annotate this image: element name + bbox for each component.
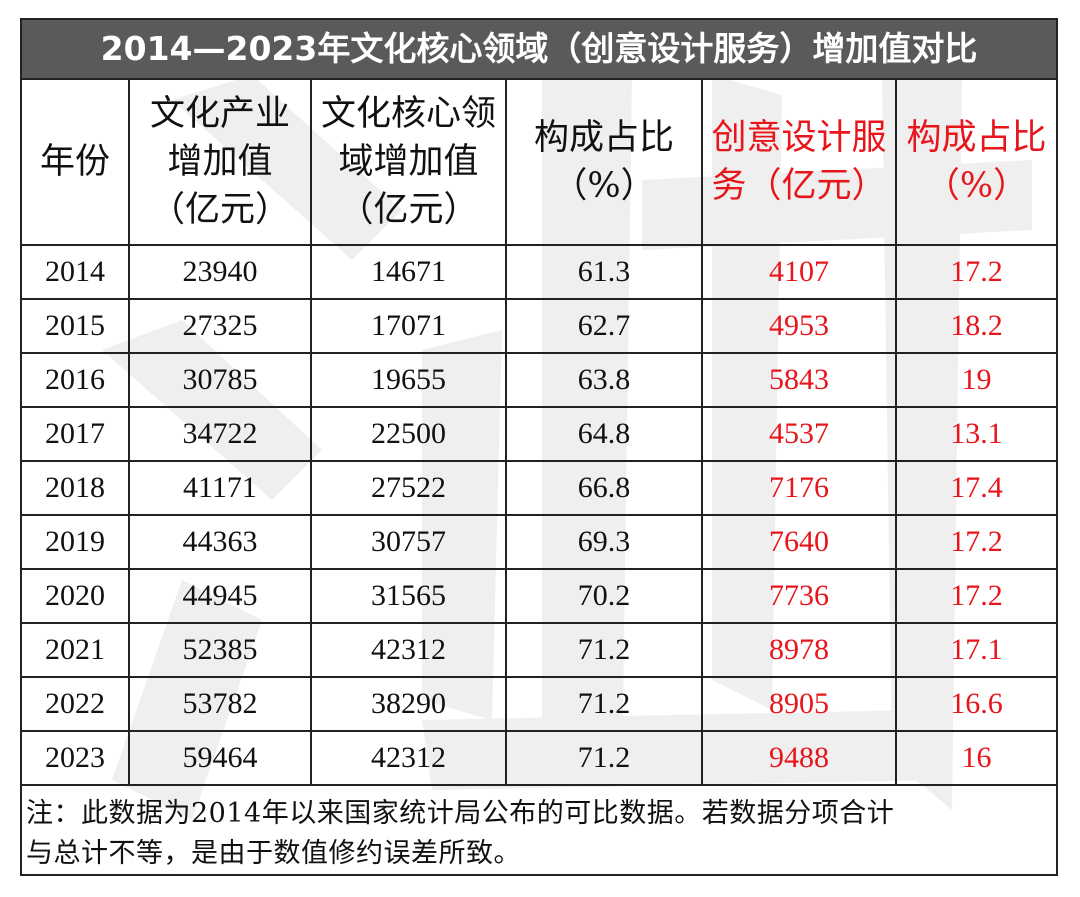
cell-year: 2017 <box>22 406 130 462</box>
cell-core-value: 19655 <box>310 352 507 408</box>
cell-year: 2014 <box>22 244 130 300</box>
cell-culture-value: 30785 <box>128 352 312 408</box>
cell-design-share: 16 <box>895 730 1056 786</box>
table-row: 2019 44363 30757 69.3 7640 17.2 <box>22 514 1056 570</box>
cell-core-share: 64.8 <box>505 406 703 462</box>
cell-culture-value: 23940 <box>128 244 312 300</box>
cell-year: 2019 <box>22 514 130 570</box>
cell-core-share: 69.3 <box>505 514 703 570</box>
footnote-line: 注：此数据为2014年以来国家统计局公布的可比数据。若数据分项合计 <box>26 798 895 829</box>
header-line: （%） <box>552 166 656 206</box>
cell-design-value: 8905 <box>701 676 897 732</box>
header-line: 创意设计服 <box>711 118 887 158</box>
cell-culture-value: 44363 <box>128 514 312 570</box>
table-row: 2020 44945 31565 70.2 7736 17.2 <box>22 568 1056 624</box>
header-line: 务（亿元） <box>711 166 887 206</box>
header-row: 年份 文化产业 增加值 （亿元） 文化核心领 域增加值 （亿元） 构成占比 （%… <box>22 80 1056 246</box>
header-line: 构成占比 <box>533 118 674 158</box>
header-line: 域增加值 <box>338 142 479 182</box>
cell-design-share: 17.2 <box>895 568 1056 624</box>
cell-year: 2016 <box>22 352 130 408</box>
cell-year: 2020 <box>22 568 130 624</box>
cell-year: 2021 <box>22 622 130 678</box>
cell-design-share: 18.2 <box>895 298 1056 354</box>
cell-year: 2023 <box>22 730 130 786</box>
cell-design-share: 17.1 <box>895 622 1056 678</box>
cell-culture-value: 41171 <box>128 460 312 516</box>
cell-core-value: 17071 <box>310 298 507 354</box>
footnote-line: 与总计不等，是由于数值修约误差所致。 <box>26 838 521 869</box>
table-row: 2015 27325 17071 62.7 4953 18.2 <box>22 298 1056 354</box>
cell-core-value: 27522 <box>310 460 507 516</box>
cell-culture-value: 44945 <box>128 568 312 624</box>
header-core-domain: 文化核心领 域增加值 （亿元） <box>310 80 507 246</box>
cell-design-value: 4537 <box>701 406 897 462</box>
cell-design-value: 7736 <box>701 568 897 624</box>
cell-core-value: 22500 <box>310 406 507 462</box>
cell-core-value: 31565 <box>310 568 507 624</box>
cell-design-value: 7176 <box>701 460 897 516</box>
cell-design-share: 13.1 <box>895 406 1056 462</box>
header-line: （%） <box>924 166 1029 206</box>
table-row: 2016 30785 19655 63.8 5843 19 <box>22 352 1056 408</box>
cell-core-share: 71.2 <box>505 622 703 678</box>
table-title: 2014—2023年文化核心领域（创意设计服务）增加值对比 <box>22 20 1056 80</box>
cell-core-value: 42312 <box>310 622 507 678</box>
cell-core-share: 66.8 <box>505 460 703 516</box>
footnote: 注：此数据为2014年以来国家统计局公布的可比数据。若数据分项合计 与总计不等，… <box>22 788 1056 874</box>
cell-culture-value: 52385 <box>128 622 312 678</box>
table-row: 2021 52385 42312 71.2 8978 17.1 <box>22 622 1056 678</box>
cell-design-share: 16.6 <box>895 676 1056 732</box>
cell-core-value: 30757 <box>310 514 507 570</box>
cell-core-value: 38290 <box>310 676 507 732</box>
header-core-share: 构成占比 （%） <box>505 80 703 246</box>
cell-design-share: 17.2 <box>895 514 1056 570</box>
cell-year: 2015 <box>22 298 130 354</box>
header-line: 年份 <box>39 142 110 182</box>
cell-culture-value: 34722 <box>128 406 312 462</box>
cell-design-share: 17.2 <box>895 244 1056 300</box>
cell-design-share: 17.4 <box>895 460 1056 516</box>
cell-year: 2022 <box>22 676 130 732</box>
cell-core-value: 14671 <box>310 244 507 300</box>
cell-design-value: 8978 <box>701 622 897 678</box>
header-year: 年份 <box>22 80 130 246</box>
header-line: 文化产业 <box>149 94 290 134</box>
cell-core-share: 62.7 <box>505 298 703 354</box>
table-frame: 2014—2023年文化核心领域（创意设计服务）增加值对比 年份 文化产业 增加… <box>20 18 1058 876</box>
cell-design-share: 19 <box>895 352 1056 408</box>
table-row: 2023 59464 42312 71.2 9488 16 <box>22 730 1056 786</box>
header-line: （亿元） <box>149 190 290 230</box>
table-row: 2014 23940 14671 61.3 4107 17.2 <box>22 244 1056 300</box>
table-row: 2022 53782 38290 71.2 8905 16.6 <box>22 676 1056 732</box>
cell-design-value: 7640 <box>701 514 897 570</box>
header-design-service: 创意设计服 务（亿元） <box>701 80 897 246</box>
cell-design-value: 4107 <box>701 244 897 300</box>
cell-culture-value: 27325 <box>128 298 312 354</box>
header-culture-industry: 文化产业 增加值 （亿元） <box>128 80 312 246</box>
cell-culture-value: 59464 <box>128 730 312 786</box>
cell-core-share: 63.8 <box>505 352 703 408</box>
cell-culture-value: 53782 <box>128 676 312 732</box>
header-line: （亿元） <box>338 190 479 230</box>
data-table: 年份 文化产业 增加值 （亿元） 文化核心领 域增加值 （亿元） 构成占比 （%… <box>22 80 1056 786</box>
cell-design-value: 4953 <box>701 298 897 354</box>
cell-design-value: 9488 <box>701 730 897 786</box>
header-line: 增加值 <box>167 142 273 182</box>
cell-year: 2018 <box>22 460 130 516</box>
header-line: 构成占比 <box>906 118 1047 158</box>
cell-core-share: 71.2 <box>505 730 703 786</box>
table-row: 2018 41171 27522 66.8 7176 17.4 <box>22 460 1056 516</box>
cell-design-value: 5843 <box>701 352 897 408</box>
cell-core-value: 42312 <box>310 730 507 786</box>
table-row: 2017 34722 22500 64.8 4537 13.1 <box>22 406 1056 462</box>
cell-core-share: 70.2 <box>505 568 703 624</box>
header-line: 文化核心领 <box>320 94 496 134</box>
header-design-share: 构成占比 （%） <box>895 80 1056 246</box>
cell-core-share: 71.2 <box>505 676 703 732</box>
cell-core-share: 61.3 <box>505 244 703 300</box>
